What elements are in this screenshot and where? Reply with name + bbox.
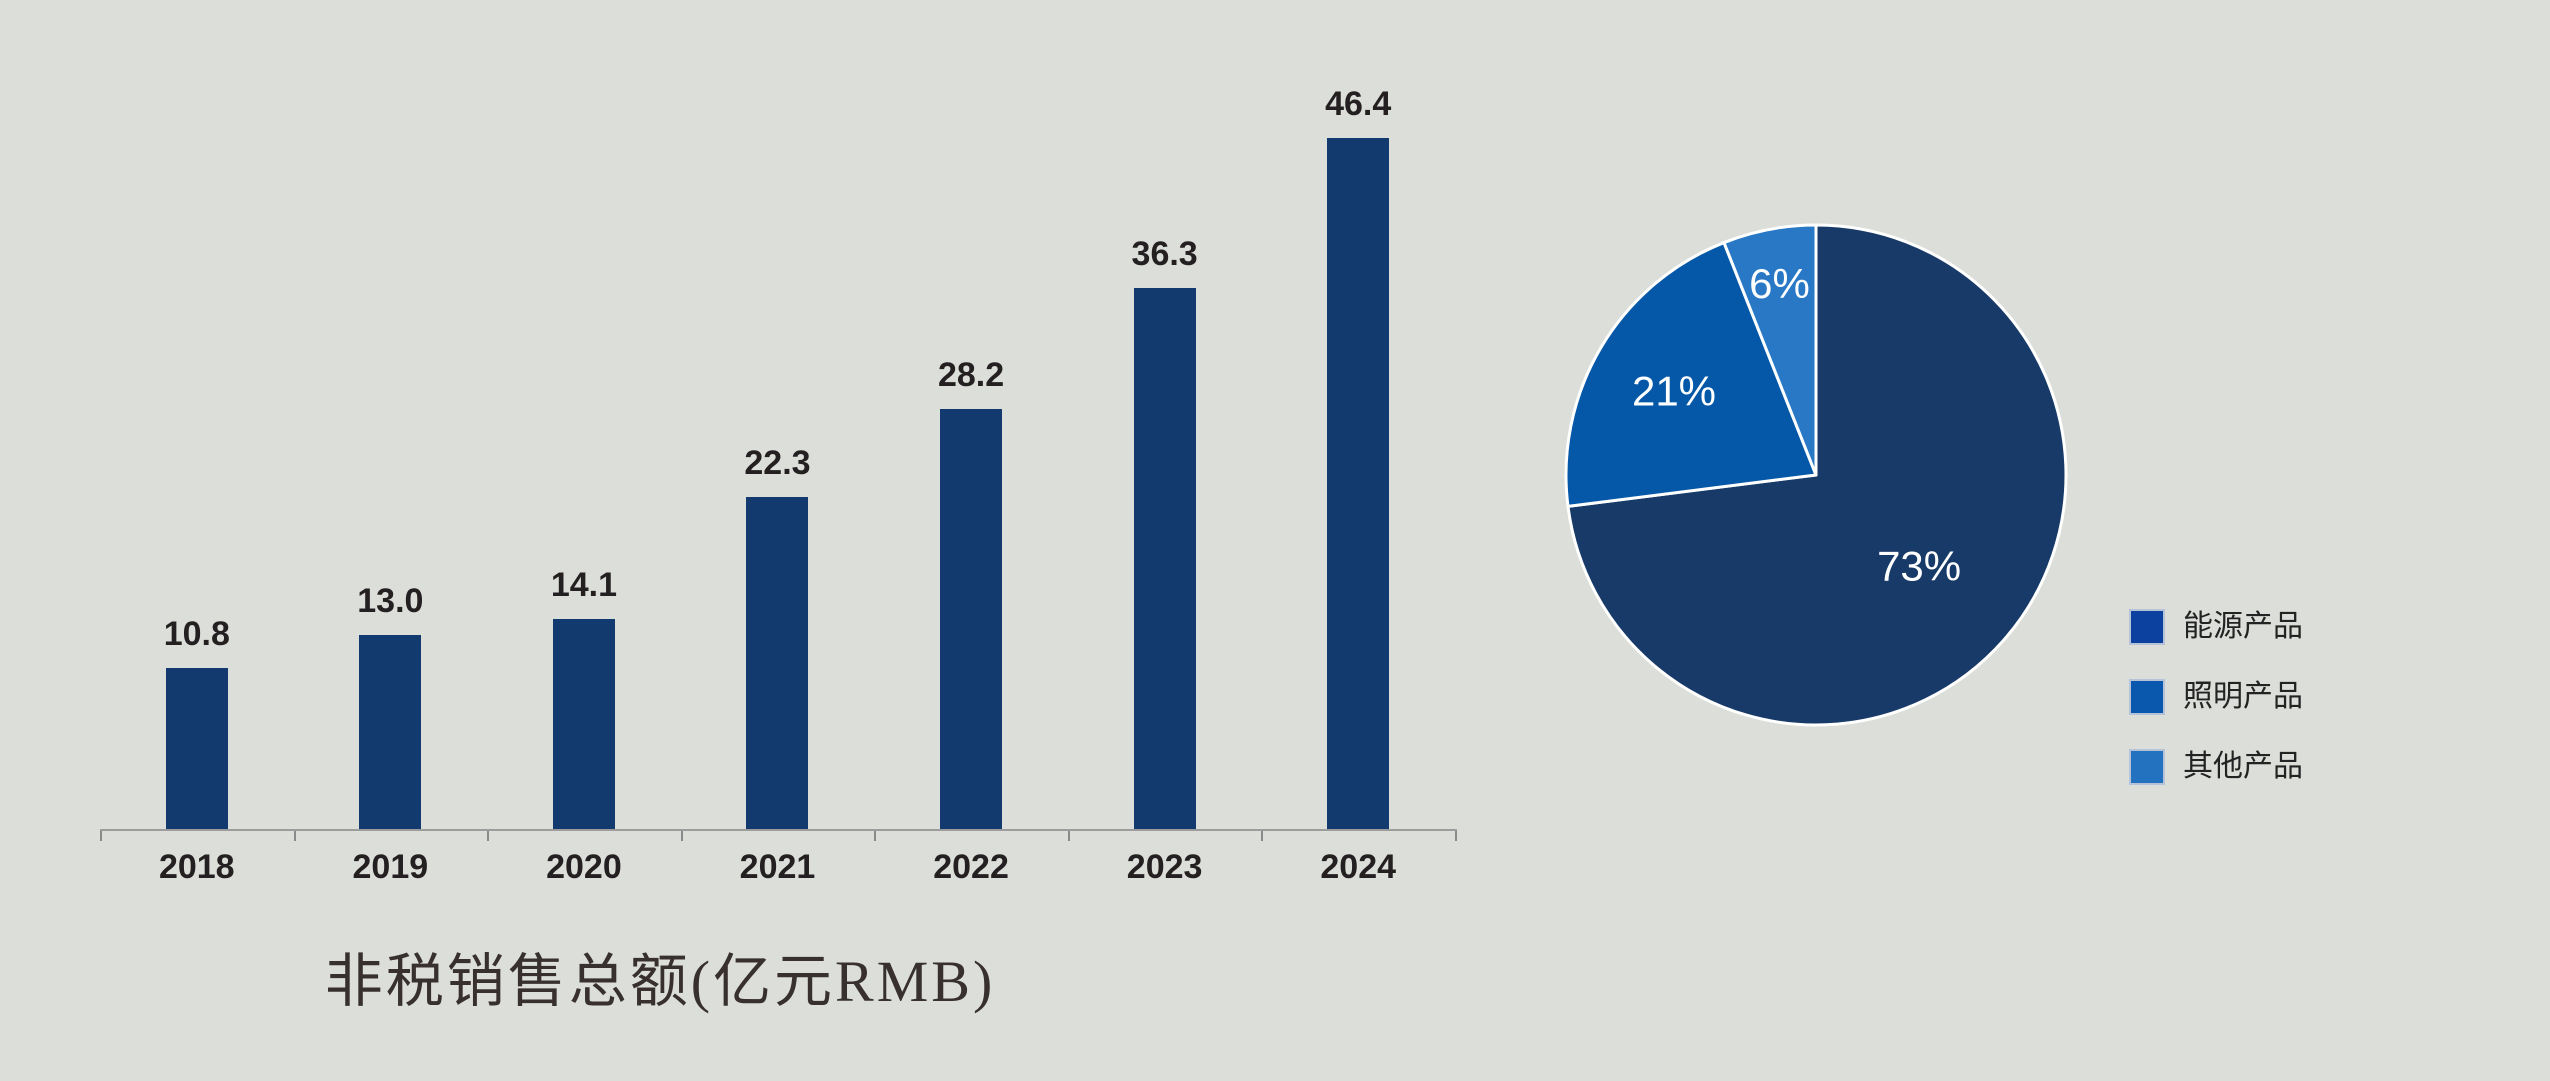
- x-axis-line: [100, 829, 1457, 831]
- x-axis-tick: [1455, 831, 1457, 841]
- bar-value-label-2023: 36.3: [1131, 235, 1198, 274]
- legend-label-其他产品: 其他产品: [2183, 750, 2303, 783]
- pie-svg: 73% 21% 6%: [1564, 223, 2068, 727]
- bar-cell-2024: 46.4: [1261, 0, 1455, 829]
- x-tick-label-2018: 2018: [158, 848, 235, 886]
- x-tick-label-2024: 2024: [1320, 848, 1397, 886]
- pie-slice-照明产品: [1564, 241, 1818, 508]
- bar-2024: [1327, 137, 1390, 829]
- bar-cell-2021: 22.3: [681, 0, 875, 829]
- x-axis-tick: [874, 831, 877, 841]
- legend-swatch-icon: [2129, 679, 2165, 715]
- bar-2020: [552, 618, 615, 829]
- x-tick-label-2022: 2022: [933, 848, 1009, 886]
- x-axis-tick: [1261, 831, 1264, 841]
- bar-cell-2020: 14.1: [487, 0, 681, 829]
- bar-2022: [940, 408, 1003, 829]
- x-tick-label-2020: 2020: [546, 848, 622, 886]
- legend-label-照明产品: 照明产品: [2183, 680, 2303, 713]
- x-axis-tick: [680, 831, 683, 841]
- pie-chart: 73% 21% 6%: [1556, 215, 2076, 735]
- legend-row-照明产品: 照明产品: [2129, 679, 2303, 715]
- pie-slice-其他产品: [1722, 223, 1818, 477]
- x-axis-tick: [487, 831, 490, 841]
- x-tick-label-2019: 2019: [352, 848, 429, 886]
- legend-label-能源产品: 能源产品: [2183, 610, 2303, 643]
- bar-2021: [746, 496, 809, 829]
- x-tick-label-2021: 2021: [739, 848, 816, 886]
- pie-legend: 能源产品照明产品其他产品: [2129, 609, 2303, 819]
- bar-2019: [359, 635, 422, 829]
- x-axis-labels: 2018 2019 2020 2021 2022 2023 2024: [100, 848, 1455, 888]
- legend-swatch-icon: [2129, 749, 2165, 785]
- pie-slice-label-照明产品: 21%: [1632, 368, 1716, 415]
- bar-value-label-2021: 22.3: [744, 443, 811, 482]
- legend-row-其他产品: 其他产品: [2129, 749, 2303, 785]
- x-axis-tick: [1067, 831, 1070, 841]
- bar-value-label-2018: 10.8: [163, 615, 230, 654]
- bar-value-label-2020: 14.1: [550, 565, 618, 604]
- bar-chart: 10.8 13.0 14.1 22.3 28.2 36.3 46.4: [100, 0, 1455, 829]
- bar-cell-2022: 28.2: [874, 0, 1068, 829]
- bar-cell-2018: 10.8: [100, 0, 294, 829]
- bar-value-label-2022: 28.2: [937, 355, 1005, 394]
- pie-slice-label-能源产品: 73%: [1877, 542, 1961, 589]
- bar-chart-title: 非税销售总额(亿元RMB): [324, 949, 996, 1014]
- bar-value-label-2024: 46.4: [1325, 84, 1392, 123]
- x-axis-tick: [293, 831, 296, 841]
- x-tick-label-2023: 2023: [1126, 848, 1203, 886]
- bar-value-label-2019: 13.0: [357, 582, 424, 621]
- bar-2018: [165, 668, 228, 829]
- legend-swatch-icon: [2129, 609, 2165, 645]
- bar-2023: [1133, 288, 1196, 829]
- bar-cell-2019: 13.0: [294, 0, 488, 829]
- bar-cell-2023: 36.3: [1068, 0, 1262, 829]
- legend-row-能源产品: 能源产品: [2129, 609, 2303, 645]
- pie-slice-label-其他产品: 6%: [1749, 260, 1810, 307]
- x-axis-tick: [100, 831, 102, 841]
